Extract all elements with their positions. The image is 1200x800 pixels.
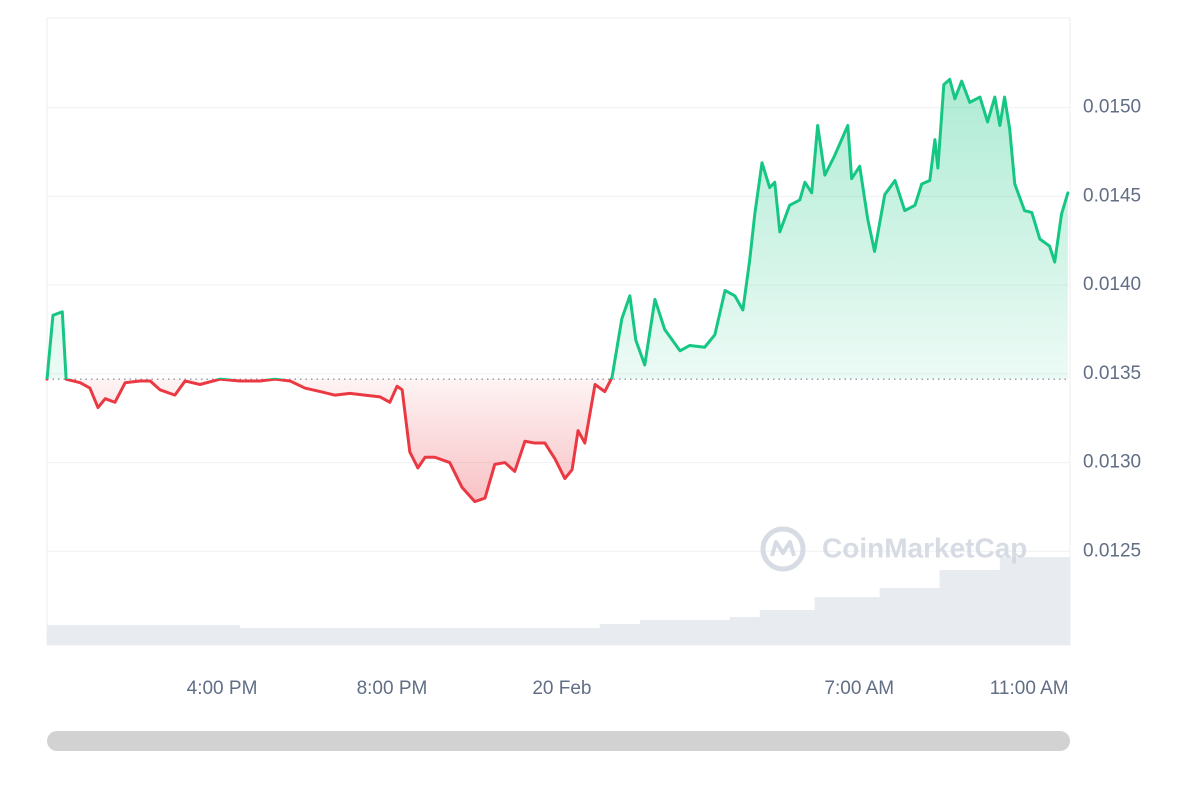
x-tick-label: 20 Feb bbox=[532, 678, 591, 699]
y-tick-label: 0.0150 bbox=[1083, 97, 1141, 118]
y-tick-label: 0.0125 bbox=[1083, 540, 1141, 561]
x-tick-label: 11:00 AM bbox=[990, 678, 1069, 699]
x-tick-label: 4:00 PM bbox=[187, 678, 258, 699]
price-area bbox=[47, 79, 1068, 502]
x-tick-label: 8:00 PM bbox=[357, 678, 428, 699]
y-tick-label: 0.0135 bbox=[1083, 363, 1141, 384]
watermark-text: CoinMarketCap bbox=[822, 532, 1027, 563]
watermark: CoinMarketCap bbox=[760, 526, 1027, 572]
data-layer bbox=[45, 77, 1070, 504]
volume-area bbox=[47, 557, 1070, 645]
volume-layer bbox=[47, 557, 1070, 645]
watermark-logo bbox=[760, 526, 806, 572]
watermark-logo-mark bbox=[770, 540, 796, 557]
y-tick-label: 0.0145 bbox=[1083, 185, 1141, 206]
x-tick-label: 7:00 AM bbox=[824, 678, 894, 699]
y-tick-label: 0.0130 bbox=[1083, 452, 1141, 473]
price-line bbox=[45, 77, 1070, 504]
scrollbar[interactable] bbox=[47, 731, 1070, 751]
y-tick-label: 0.0140 bbox=[1083, 274, 1141, 295]
